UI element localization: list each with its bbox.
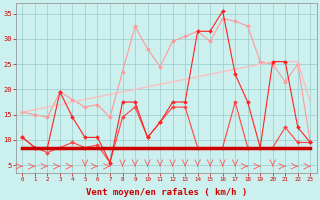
X-axis label: Vent moyen/en rafales ( km/h ): Vent moyen/en rafales ( km/h ) — [86, 188, 247, 197]
